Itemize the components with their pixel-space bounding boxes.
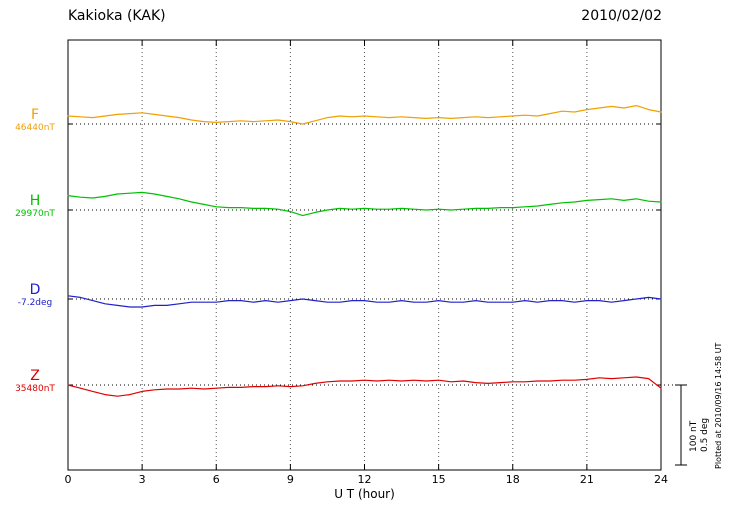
x-tick-label: 12 [357, 473, 372, 486]
x-tick-label: 3 [138, 473, 146, 486]
x-axis-label: U T (hour) [334, 487, 395, 501]
station-title: Kakioka (KAK) [68, 8, 166, 24]
trace-baseline-Z: 35480nT [15, 384, 55, 394]
trace-letter-Z: Z [30, 368, 40, 384]
trace-label-H: H 29970nT [4, 194, 66, 220]
trace-letter-D: D [29, 282, 41, 298]
trace-letter-H: H [29, 193, 41, 209]
trace-baseline-D: -7.2deg [17, 298, 53, 308]
trace-baseline-F: 46440nT [15, 123, 55, 133]
trace-baseline-H: 29970nT [15, 209, 55, 219]
scalebar-nt-label: 100 nT [689, 420, 699, 452]
trace-letter-F: F [30, 107, 40, 123]
plot-date: 2010/02/02 [581, 8, 662, 24]
x-tick-label: 0 [64, 473, 72, 486]
x-tick-label: 15 [431, 473, 446, 486]
x-tick-label: 9 [286, 473, 294, 486]
scalebar-deg-label: 0.5 deg [700, 417, 710, 452]
plotted-at-note: Plotted at 2010/09/16 14:58 UT [714, 342, 723, 469]
x-tick-label: 18 [505, 473, 520, 486]
x-tick-label: 21 [579, 473, 594, 486]
x-tick-label: 6 [212, 473, 220, 486]
trace-label-D: D -7.2deg [4, 283, 66, 309]
trace-label-Z: Z 35480nT [4, 369, 66, 395]
x-tick-label: 24 [654, 473, 668, 486]
trace-label-F: F 46440nT [4, 108, 66, 134]
